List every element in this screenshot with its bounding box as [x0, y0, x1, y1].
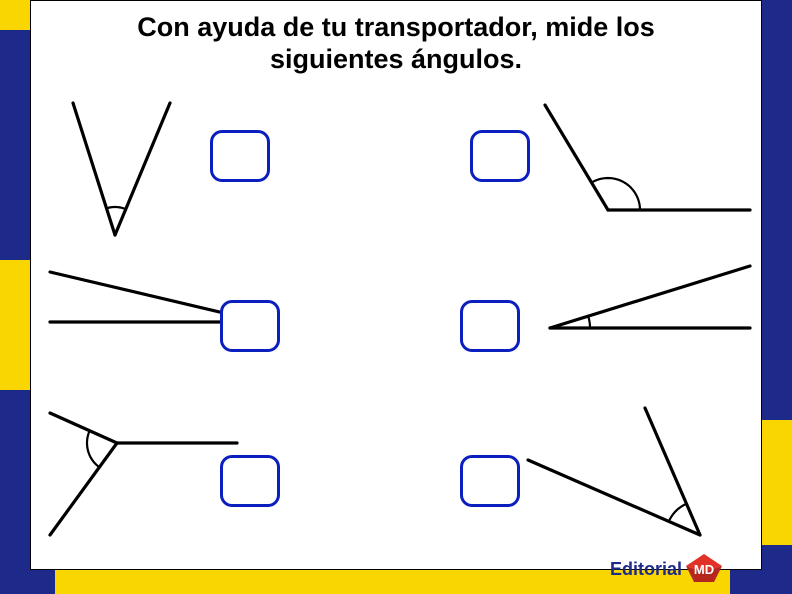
angle-1-answer-box[interactable] [210, 130, 270, 182]
publisher-logo: Editorial MD [610, 552, 724, 586]
angle-6 [520, 400, 745, 550]
angle-1 [55, 95, 225, 240]
angle-4-answer-box[interactable] [460, 300, 520, 352]
logo-icon: MD [684, 552, 724, 586]
title-line-1: Con ayuda de tu transportador, mide los [137, 12, 655, 42]
angle-3-answer-box[interactable] [220, 300, 280, 352]
logo-text: Editorial [610, 559, 682, 580]
logo-letters: MD [694, 562, 714, 577]
angle-5 [42, 395, 242, 545]
title-line-2: siguientes ángulos. [270, 44, 522, 74]
worksheet-title: Con ayuda de tu transportador, mide los … [31, 11, 761, 76]
angle-6-answer-box[interactable] [460, 455, 520, 507]
angle-4 [540, 258, 760, 378]
angle-2-answer-box[interactable] [470, 130, 530, 182]
angle-5-answer-box[interactable] [220, 455, 280, 507]
angle-2 [530, 95, 755, 225]
